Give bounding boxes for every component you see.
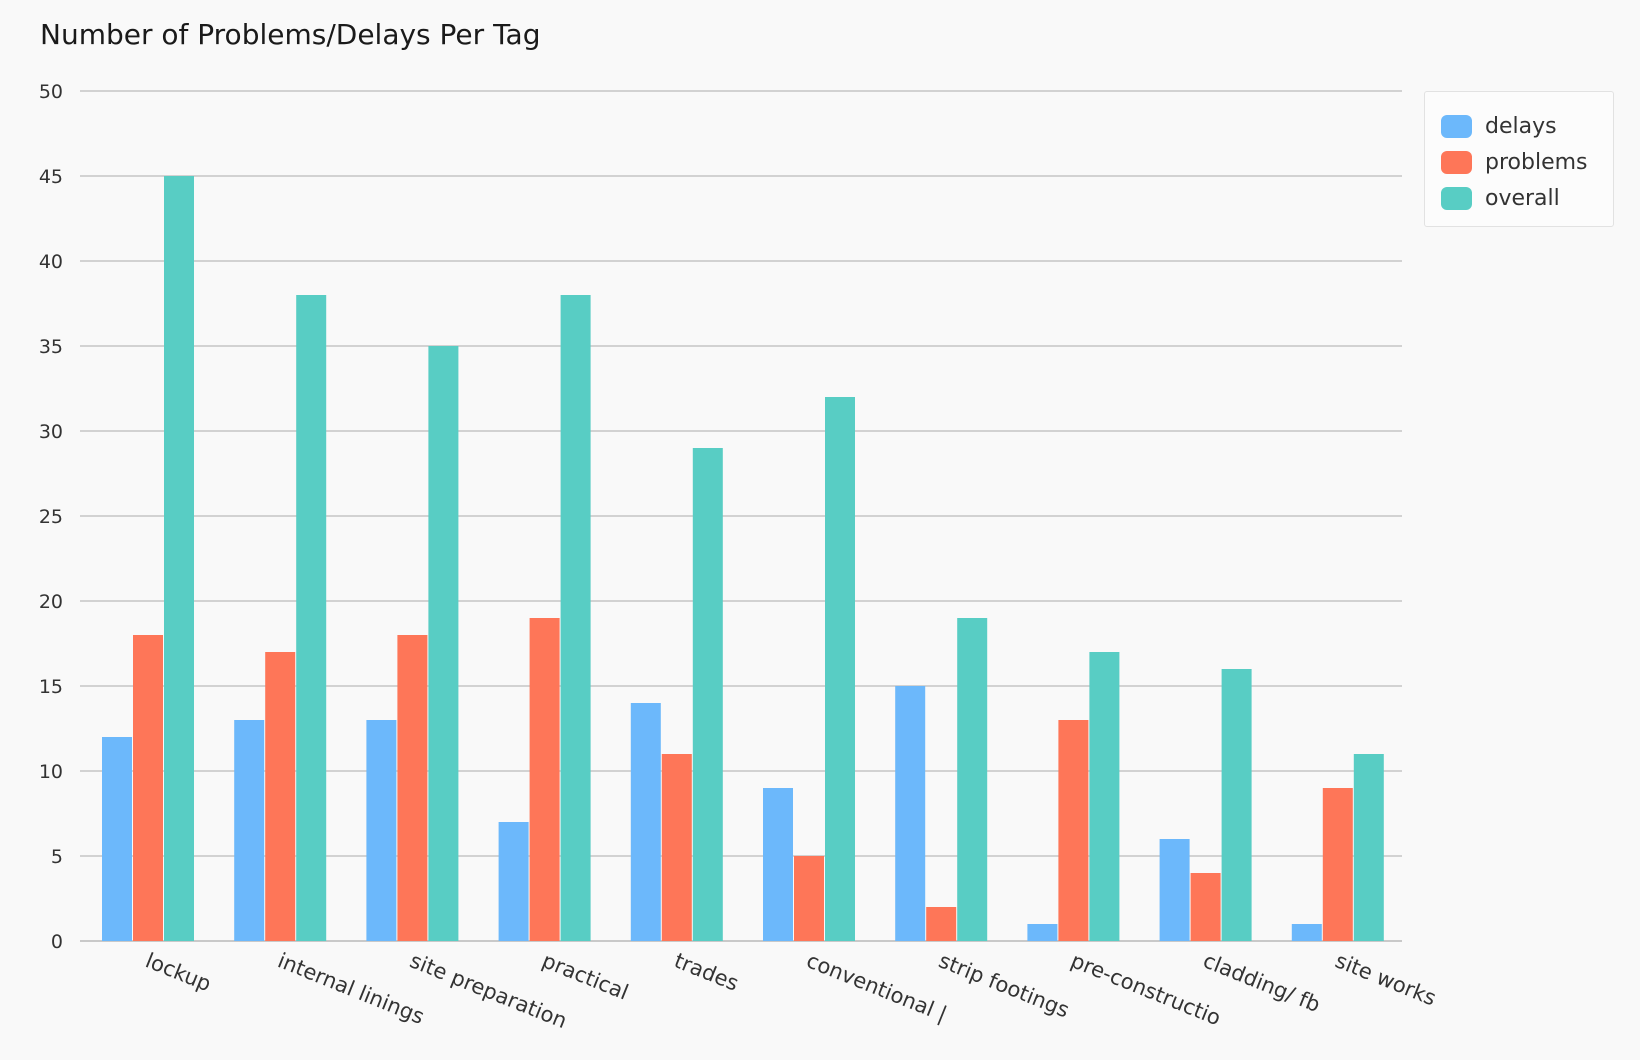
y-tick-label: 0 [51, 931, 63, 953]
bar-overall [164, 176, 194, 941]
y-tick-label: 30 [39, 421, 63, 443]
bar-delays [234, 720, 265, 941]
legend-swatch [1441, 150, 1472, 174]
bar-delays [498, 822, 529, 941]
y-tick-label: 15 [39, 676, 63, 698]
bar-problems [133, 635, 163, 941]
bar-delays [895, 686, 926, 941]
legend-swatch [1441, 186, 1472, 210]
y-tick-label: 20 [39, 591, 63, 613]
legend-label: delays [1485, 113, 1557, 139]
bar-problems [794, 856, 824, 941]
x-tick-label: conventional | [803, 948, 951, 1027]
x-tick-label: practical [539, 948, 632, 1004]
bar-problems [397, 635, 428, 941]
bar-problems [1190, 873, 1221, 941]
legend-swatch [1441, 114, 1472, 138]
bar-overall [296, 295, 327, 941]
chart-legend: delays problems overall [1424, 91, 1614, 227]
bar-problems [661, 754, 692, 941]
bar-delays [630, 703, 661, 941]
legend-label: problems [1485, 149, 1588, 175]
y-tick-label: 35 [39, 336, 63, 358]
y-tick-label: 25 [39, 506, 63, 528]
bar-overall [1221, 669, 1252, 941]
y-tick-label: 5 [51, 846, 63, 868]
x-tick-label: strip footings [935, 948, 1072, 1022]
bar-overall [825, 397, 855, 941]
y-tick-label: 40 [39, 251, 63, 273]
x-tick-label: lockup [142, 948, 214, 996]
y-tick-label: 45 [39, 166, 63, 188]
x-tick-label: site works [1332, 948, 1440, 1010]
chart-title: Number of Problems/Delays Per Tag [40, 18, 541, 51]
bar-problems [926, 907, 957, 941]
bar-overall [957, 618, 988, 941]
legend-item-problems: problems [1441, 144, 1613, 180]
legend-label: overall [1485, 185, 1560, 211]
x-tick-label: trades [671, 948, 742, 995]
bar-overall [428, 346, 459, 941]
legend-item-delays: delays [1441, 108, 1613, 144]
bar-problems [1058, 720, 1089, 941]
bar-overall [1089, 652, 1120, 941]
bar-overall [1353, 754, 1384, 941]
bar-problems [1322, 788, 1353, 941]
bar-overall [692, 448, 723, 941]
x-tick-label: internal linings [274, 948, 427, 1029]
bar-overall [560, 295, 591, 941]
bar-delays [102, 737, 132, 941]
bar-delays [1291, 924, 1322, 941]
bar-delays [1159, 839, 1190, 941]
legend-item-overall: overall [1441, 180, 1613, 216]
y-tick-label: 50 [39, 81, 63, 103]
bar-delays [763, 788, 793, 941]
y-tick-label: 10 [39, 761, 63, 783]
bar-problems [265, 652, 296, 941]
x-tick-label: pre-constructio [1068, 948, 1225, 1030]
bar-delays [366, 720, 397, 941]
bar-problems [529, 618, 560, 941]
bar-delays [1027, 924, 1058, 941]
